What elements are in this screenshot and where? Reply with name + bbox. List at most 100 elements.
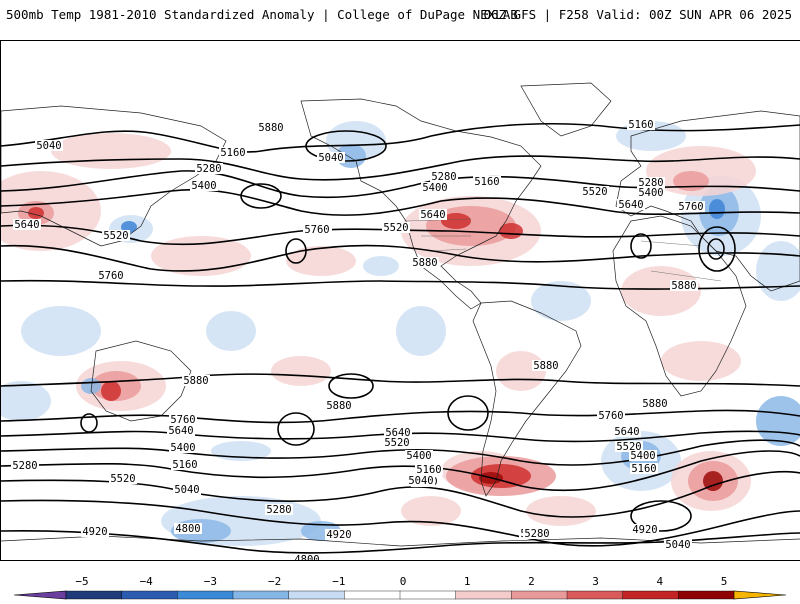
coastline-6 xyxy=(90,340,192,422)
contour-7 xyxy=(1,373,800,387)
svg-text:5280: 5280 xyxy=(524,528,549,540)
contour-label: 4920 xyxy=(325,529,353,541)
contour-label: 5400 xyxy=(421,182,449,194)
contour-8 xyxy=(1,409,800,424)
colorbar-graphic: −5 −4 −3 −2 −1 0 1 2 3 4 5 xyxy=(13,575,787,600)
svg-text:5040: 5040 xyxy=(36,140,61,152)
contour-label: 5400 xyxy=(169,442,197,454)
svg-text:5880: 5880 xyxy=(642,398,667,410)
svg-text:5280: 5280 xyxy=(12,460,37,472)
contour-label: 5160 xyxy=(630,463,658,475)
contour-label: 5280 xyxy=(523,528,551,540)
colorbar: −5 −4 −3 −2 −1 0 1 2 3 4 5 xyxy=(0,574,800,600)
closed-contour-3 xyxy=(80,413,98,433)
contour-5 xyxy=(1,244,800,272)
colorbar-max-arrow xyxy=(733,590,787,600)
colorbar-tick-label: 0 xyxy=(400,575,407,588)
closed-contour-4 xyxy=(277,412,315,446)
coastline-4 xyxy=(1,105,227,247)
svg-text:5280: 5280 xyxy=(266,504,291,516)
svg-text:5880: 5880 xyxy=(183,375,208,387)
svg-text:5520: 5520 xyxy=(383,222,408,234)
closed-contour-7 xyxy=(630,233,652,259)
colorbar-segment xyxy=(566,590,624,600)
svg-text:5040: 5040 xyxy=(665,539,690,551)
contour-label: 5040 xyxy=(407,475,435,487)
contour-label: 5160 xyxy=(415,464,443,476)
contour-label: 5880 xyxy=(182,375,210,387)
contour-label: 5880 xyxy=(641,398,669,410)
contour-label: 5160 xyxy=(171,459,199,471)
closed-contour-5 xyxy=(447,395,489,431)
svg-text:5400: 5400 xyxy=(422,182,447,194)
svg-text:5880: 5880 xyxy=(326,400,351,412)
svg-text:5760: 5760 xyxy=(678,201,703,213)
contour-label: 5760 xyxy=(677,201,705,213)
contour-label: 5040 xyxy=(577,559,605,560)
svg-text:5760: 5760 xyxy=(304,224,329,236)
contour-label: 4800 xyxy=(293,554,321,560)
colorbar-segment xyxy=(65,590,123,600)
svg-text:5160: 5160 xyxy=(631,463,656,475)
svg-text:5880: 5880 xyxy=(671,280,696,292)
colorbar-tick-label: 5 xyxy=(721,575,728,588)
contour-label: 5520 xyxy=(581,186,609,198)
colorbar-tick-label: −2 xyxy=(268,575,281,588)
contour-label: 5040 xyxy=(317,152,345,164)
svg-text:5640: 5640 xyxy=(618,199,643,211)
contour-label: 5640 xyxy=(167,425,195,437)
svg-text:5280: 5280 xyxy=(431,171,456,183)
colorbar-segment xyxy=(455,590,512,600)
svg-text:5040: 5040 xyxy=(174,484,199,496)
svg-text:5880: 5880 xyxy=(258,122,283,134)
map-frame[interactable]: 5040 5160 5280 5400 5640 5520 5760 5040 5160 5280… xyxy=(0,40,800,561)
coastline-5 xyxy=(612,215,747,397)
contour-label: 5880 xyxy=(670,280,698,292)
contour-label: 5640 xyxy=(613,426,641,438)
colorbar-segment xyxy=(121,590,178,600)
svg-text:5640: 5640 xyxy=(420,209,445,221)
svg-text:4800: 4800 xyxy=(175,523,200,535)
colorbar-tick-label: 2 xyxy=(528,575,535,588)
anomaly-map[interactable]: 5040516052805400564055205760504051605280… xyxy=(1,41,800,560)
closed-contour-2 xyxy=(285,238,307,264)
contour-label: 5040 xyxy=(173,484,201,496)
colorbar-tick-label: −5 xyxy=(75,575,88,588)
contour-label: 5400 xyxy=(190,180,218,192)
svg-text:5040: 5040 xyxy=(318,152,343,164)
contour-label: 5880 xyxy=(257,122,285,134)
contour-label: 5640 xyxy=(419,209,447,221)
coastlines xyxy=(1,82,800,547)
colorbar-segment xyxy=(344,590,401,600)
svg-text:5520: 5520 xyxy=(110,473,135,485)
contour-label: 5280 xyxy=(430,171,458,183)
contour-label: 5640 xyxy=(617,199,645,211)
colorbar-segment xyxy=(288,590,345,600)
svg-text:5760: 5760 xyxy=(98,270,123,282)
contour-label: 5760 xyxy=(597,410,625,422)
contour-label: 5280 xyxy=(265,504,293,516)
svg-text:5280: 5280 xyxy=(638,177,663,189)
contour-label: 5520 xyxy=(109,473,137,485)
contour-label: 4920 xyxy=(631,524,659,536)
contour-label: 5400 xyxy=(637,187,665,199)
contour-label: 5160 xyxy=(219,147,247,159)
svg-text:5040: 5040 xyxy=(578,559,603,560)
colorbar-segment xyxy=(678,590,735,600)
coastline-2 xyxy=(520,82,612,137)
svg-text:4920: 4920 xyxy=(632,524,657,536)
colorbar-tick-label: −1 xyxy=(332,575,345,588)
svg-text:5520: 5520 xyxy=(103,230,128,242)
contour-label: 5640 xyxy=(384,427,412,439)
closed-contour-8 xyxy=(698,226,736,272)
contour-10 xyxy=(1,439,800,466)
svg-text:5160: 5160 xyxy=(474,176,499,188)
svg-text:5280: 5280 xyxy=(196,163,221,175)
contour-label: 5520 xyxy=(382,222,410,234)
contour-label: 5760 xyxy=(303,224,331,236)
coastline-0 xyxy=(300,98,542,310)
svg-text:5160: 5160 xyxy=(172,459,197,471)
svg-text:5160: 5160 xyxy=(416,464,441,476)
contour-label: 5280 xyxy=(637,177,665,189)
contour-label: 5640 xyxy=(13,219,41,231)
